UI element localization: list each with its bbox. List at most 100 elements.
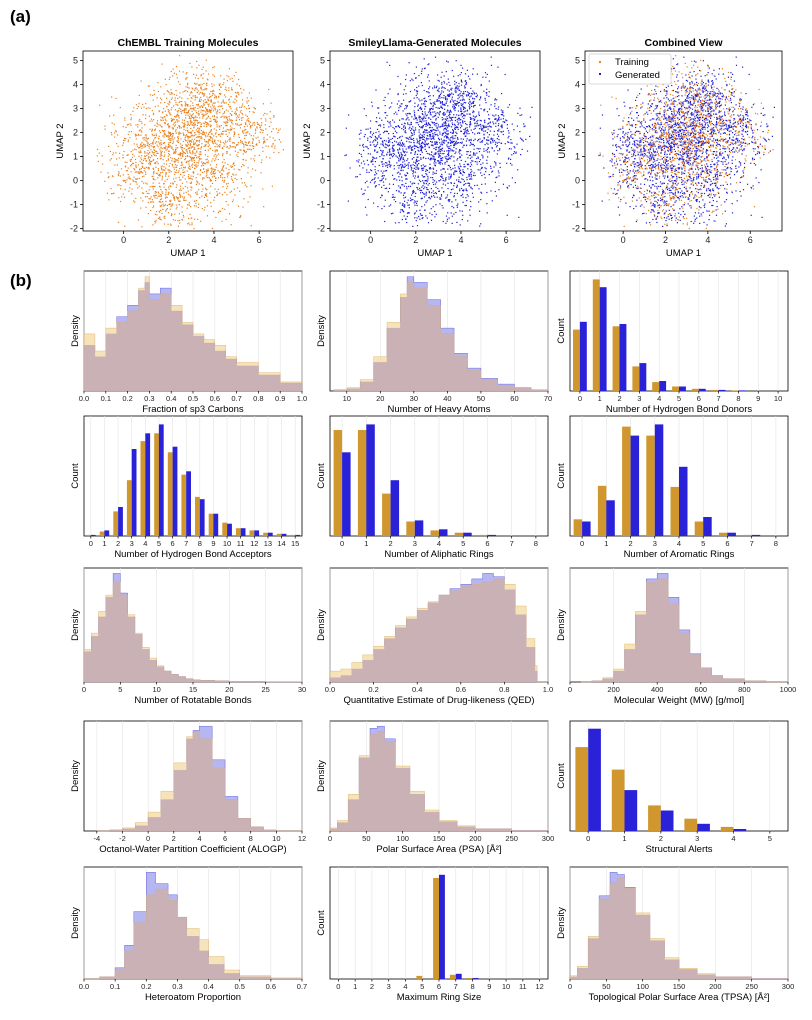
training-point xyxy=(110,158,113,160)
training-point xyxy=(204,144,206,146)
training-point xyxy=(205,101,207,103)
generated-point xyxy=(500,109,502,111)
training-point xyxy=(169,133,171,136)
generated-point xyxy=(456,186,458,188)
generated-point xyxy=(511,164,513,166)
training-point xyxy=(224,102,226,104)
generated-point xyxy=(415,129,417,131)
training-point xyxy=(134,169,136,171)
generated-point xyxy=(697,145,699,147)
training-point xyxy=(167,192,170,194)
generated-point xyxy=(647,172,649,174)
generated-point xyxy=(675,114,677,116)
generated-point xyxy=(442,207,444,209)
generated-point xyxy=(438,112,440,114)
generated-point xyxy=(412,173,414,175)
training-point xyxy=(201,68,203,71)
generated-point xyxy=(506,186,508,189)
training-point xyxy=(192,144,195,146)
training-point xyxy=(229,113,231,115)
training-point xyxy=(180,189,182,192)
generated-point xyxy=(422,118,424,120)
training-point xyxy=(231,120,233,122)
generated-point xyxy=(423,188,425,190)
generated-point xyxy=(431,192,433,194)
training-point xyxy=(180,164,182,166)
generated-point xyxy=(483,138,485,140)
training-point xyxy=(135,161,137,164)
generated-point xyxy=(641,164,643,166)
generated-point xyxy=(492,114,494,116)
generated-point xyxy=(443,129,445,131)
generated-point xyxy=(485,168,487,170)
training-point xyxy=(161,155,163,157)
training-point xyxy=(138,103,140,105)
training-point xyxy=(190,175,192,177)
plot-frame xyxy=(82,50,294,232)
generated-point xyxy=(402,157,404,159)
generated-point xyxy=(480,223,482,225)
training-point xyxy=(175,208,177,210)
generated-point xyxy=(448,94,450,96)
training-point xyxy=(194,95,196,97)
training-point xyxy=(164,194,166,196)
generated-point xyxy=(703,88,706,90)
generated-point xyxy=(405,107,407,109)
training-point xyxy=(191,178,193,180)
training-point xyxy=(171,213,173,215)
generated-point xyxy=(453,196,455,198)
generated-point xyxy=(455,60,457,62)
training-point xyxy=(192,102,194,104)
training-point xyxy=(200,137,202,139)
generated-point xyxy=(420,127,422,129)
training-point xyxy=(189,150,191,152)
generated-point xyxy=(383,155,385,157)
generated-point xyxy=(462,133,465,135)
training-point xyxy=(186,181,188,183)
generated-point xyxy=(414,106,416,108)
generated-point xyxy=(466,153,468,155)
y-tick-label: 5 xyxy=(73,56,78,66)
generated-point xyxy=(428,138,430,140)
training-point xyxy=(220,141,222,144)
training-point xyxy=(125,181,127,184)
training-point xyxy=(189,151,191,153)
generated-point xyxy=(423,142,425,144)
generated-point xyxy=(413,129,415,131)
generated-point xyxy=(476,157,478,160)
generated-point xyxy=(454,108,456,110)
generated-point xyxy=(497,125,499,127)
generated-point xyxy=(501,127,503,129)
generated-point xyxy=(382,175,384,177)
training-point xyxy=(161,212,163,214)
training-point xyxy=(168,110,170,112)
training-point xyxy=(194,142,197,144)
generated-point xyxy=(420,149,422,151)
generated-point xyxy=(434,216,436,218)
training-point xyxy=(158,182,160,184)
generated-point xyxy=(609,160,611,162)
generated-point xyxy=(420,145,422,147)
training-point xyxy=(259,127,261,129)
training-point xyxy=(151,160,153,162)
training-point xyxy=(179,179,181,181)
generated-point xyxy=(417,149,419,151)
training-point xyxy=(189,108,191,110)
generated-point xyxy=(383,184,385,186)
training-point xyxy=(178,117,180,119)
training-point xyxy=(144,151,146,153)
generated-point xyxy=(413,171,415,173)
generated-point xyxy=(427,91,429,93)
generated-point xyxy=(376,121,378,123)
generated-point xyxy=(441,157,443,159)
generated-point xyxy=(401,164,403,166)
training-point xyxy=(160,204,162,206)
training-point xyxy=(130,158,132,161)
generated-point xyxy=(426,181,428,183)
training-point xyxy=(213,75,215,77)
generated-point xyxy=(447,134,449,136)
generated-point xyxy=(643,183,646,185)
generated-point xyxy=(720,153,722,155)
generated-point xyxy=(412,182,414,184)
